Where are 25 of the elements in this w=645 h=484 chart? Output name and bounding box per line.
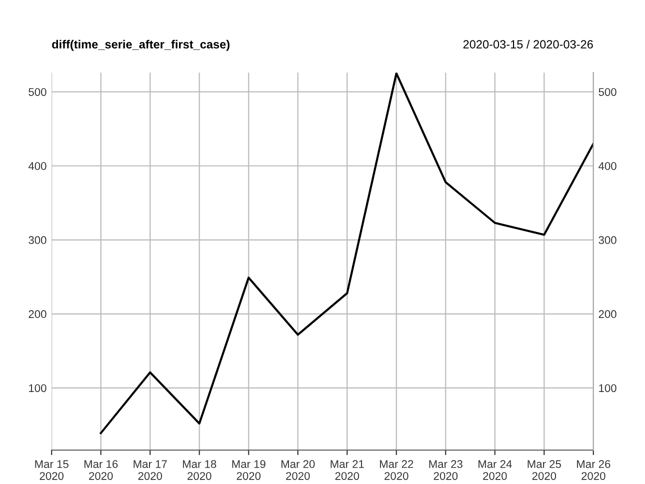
y2-tick-label: 500 xyxy=(598,88,616,96)
x-tick-label: Mar 24 2020 xyxy=(478,460,512,480)
chart-subtitle: 2020-03-15 / 2020-03-26 xyxy=(463,40,593,49)
y-tick-label: 300 xyxy=(28,236,46,244)
x-tick-label: Mar 15 2020 xyxy=(35,460,68,480)
x-tick-label: Mar 16 2020 xyxy=(84,460,118,480)
x-tick-label: Mar 19 2020 xyxy=(232,460,266,480)
y-tick-label: 100 xyxy=(29,384,46,392)
y2-tick-label: 200 xyxy=(598,310,616,318)
y2-tick-label: 400 xyxy=(598,162,616,170)
y-tick-label: 400 xyxy=(28,162,46,170)
x-tick-label: Mar 17 2020 xyxy=(134,460,167,480)
x-tick-label: Mar 18 2020 xyxy=(182,460,216,480)
y2-tick-label: 100 xyxy=(599,384,616,392)
y-tick-label: 200 xyxy=(28,310,46,318)
line-series xyxy=(100,72,594,434)
y-tick-label: 500 xyxy=(28,88,46,96)
x-tick-label: Mar 25 2020 xyxy=(528,460,561,480)
chart-title: diff(time_serie_after_first_case) xyxy=(52,40,230,51)
x-tick-label: Mar 23 2020 xyxy=(429,460,462,480)
y2-tick-label: 300 xyxy=(598,236,616,244)
x-tick-label: Mar 21 2020 xyxy=(330,460,364,480)
x-tick-label: Mar 22 2020 xyxy=(380,460,414,480)
x-tick-label: Mar 26 2020 xyxy=(577,460,610,480)
x-tick-label: Mar 20 2020 xyxy=(281,460,315,480)
